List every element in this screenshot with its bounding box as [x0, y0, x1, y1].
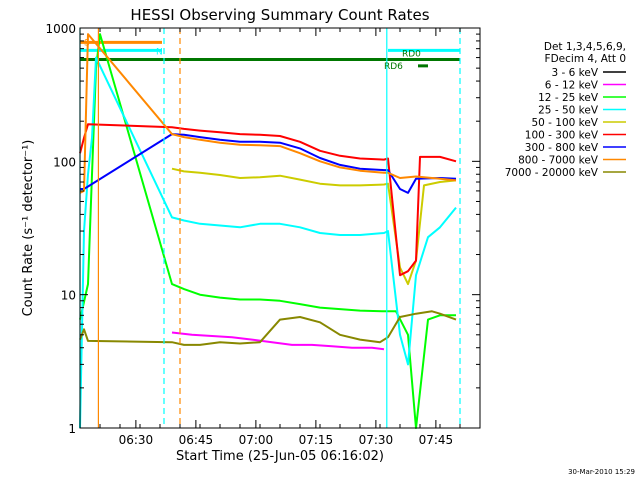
series-line-8: [79, 310, 457, 346]
plot-area: 06:30 06:45 07:00 07:15 07:30 07:45 1 10 100 1000…: [45, 22, 481, 447]
legend-header: FDecim 4, Att 0: [545, 53, 626, 65]
x-axis-label: Start Time (25-Jun-05 06:16:02): [176, 449, 384, 464]
x-tick-label: 06:30: [119, 433, 154, 447]
legend-entry-label: 6 - 12 keV: [545, 80, 599, 92]
legend-entry-label: 50 - 100 keV: [531, 117, 598, 129]
legend-entry-label: 800 - 7000 keV: [518, 155, 599, 167]
y-tick-label: 10: [61, 289, 76, 303]
chart-title: HESSI Observing Summary Count Rates: [130, 6, 429, 24]
legend-entry-label: 12 - 25 keV: [538, 92, 599, 104]
x-tick-label: 07:00: [239, 433, 274, 447]
legend-header: Det 1,3,4,5,6,9,: [544, 41, 626, 53]
y-axis-label: Count Rate (s⁻¹ detector⁻¹): [21, 140, 36, 317]
x-tick-label: 07:45: [419, 433, 454, 447]
timestamp: 30-Mar-2010 15:29: [568, 468, 635, 476]
tick-layer: 06:30 06:45 07:00 07:15 07:30 07:45 1 10 100 1000: [45, 22, 480, 447]
legend-entry-label: 100 - 300 keV: [525, 130, 599, 142]
series-line-5: [79, 123, 457, 277]
annotation-layer: S N RD0 RD6: [84, 38, 421, 71]
legend-entry-label: 7000 - 20000 keV: [505, 167, 599, 179]
x-tick-label: 07:30: [359, 433, 394, 447]
y-tick-label: 1000: [45, 22, 76, 36]
series-layer: [79, 33, 457, 429]
y-tick-label: 100: [53, 155, 76, 169]
y-tick-label: 1: [68, 422, 76, 436]
legend: Det 1,3,4,5,6,9,FDecim 4, Att 0 3 - 6 keV…: [505, 41, 626, 179]
series-line-1: [171, 331, 385, 351]
series-line-6: [80, 133, 457, 194]
series-line-3: [79, 56, 457, 429]
legend-entry-label: 25 - 50 keV: [538, 105, 599, 117]
x-tick-label: 06:45: [179, 433, 214, 447]
annotation-label: RD6: [384, 62, 403, 72]
x-tick-label: 07:15: [299, 433, 334, 447]
legend-entry-label: 3 - 6 keV: [551, 67, 598, 79]
annotation-label: N: [156, 47, 163, 57]
legend-entry-label: 300 - 800 keV: [525, 142, 599, 154]
annotation-label: S: [84, 38, 90, 48]
series-line-7: [79, 33, 457, 194]
annotation-label: RD0: [402, 50, 421, 60]
